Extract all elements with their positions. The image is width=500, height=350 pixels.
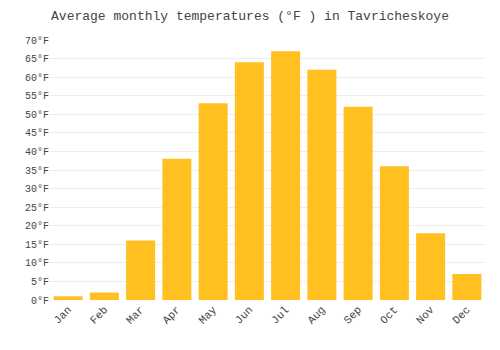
svg-text:Oct: Oct (378, 304, 400, 326)
svg-text:20°F: 20°F (25, 221, 49, 232)
svg-text:0°F: 0°F (31, 296, 49, 307)
svg-text:Jun: Jun (233, 304, 255, 326)
svg-text:40°F: 40°F (25, 147, 49, 158)
svg-text:Jul: Jul (269, 304, 291, 326)
svg-text:Mar: Mar (124, 304, 146, 326)
svg-text:Nov: Nov (414, 304, 437, 327)
svg-text:Sep: Sep (342, 304, 364, 326)
svg-text:25°F: 25°F (25, 203, 49, 214)
svg-text:30°F: 30°F (25, 184, 49, 195)
svg-text:Aug: Aug (305, 304, 327, 326)
svg-text:15°F: 15°F (25, 240, 49, 251)
svg-text:65°F: 65°F (25, 54, 49, 65)
svg-text:Jan: Jan (52, 304, 74, 326)
svg-text:5°F: 5°F (31, 277, 49, 288)
svg-text:May: May (197, 304, 220, 327)
svg-text:60°F: 60°F (25, 73, 49, 84)
svg-text:Apr: Apr (160, 304, 182, 326)
svg-text:Dec: Dec (450, 304, 472, 326)
svg-text:10°F: 10°F (25, 258, 49, 269)
svg-text:35°F: 35°F (25, 166, 49, 177)
svg-text:Average monthly temperatures (: Average monthly temperatures (°F ) in Ta… (51, 9, 449, 24)
svg-text:70°F: 70°F (25, 36, 49, 47)
svg-text:Feb: Feb (88, 304, 110, 326)
svg-text:55°F: 55°F (25, 91, 49, 102)
svg-text:50°F: 50°F (25, 110, 49, 121)
svg-text:45°F: 45°F (25, 128, 49, 139)
